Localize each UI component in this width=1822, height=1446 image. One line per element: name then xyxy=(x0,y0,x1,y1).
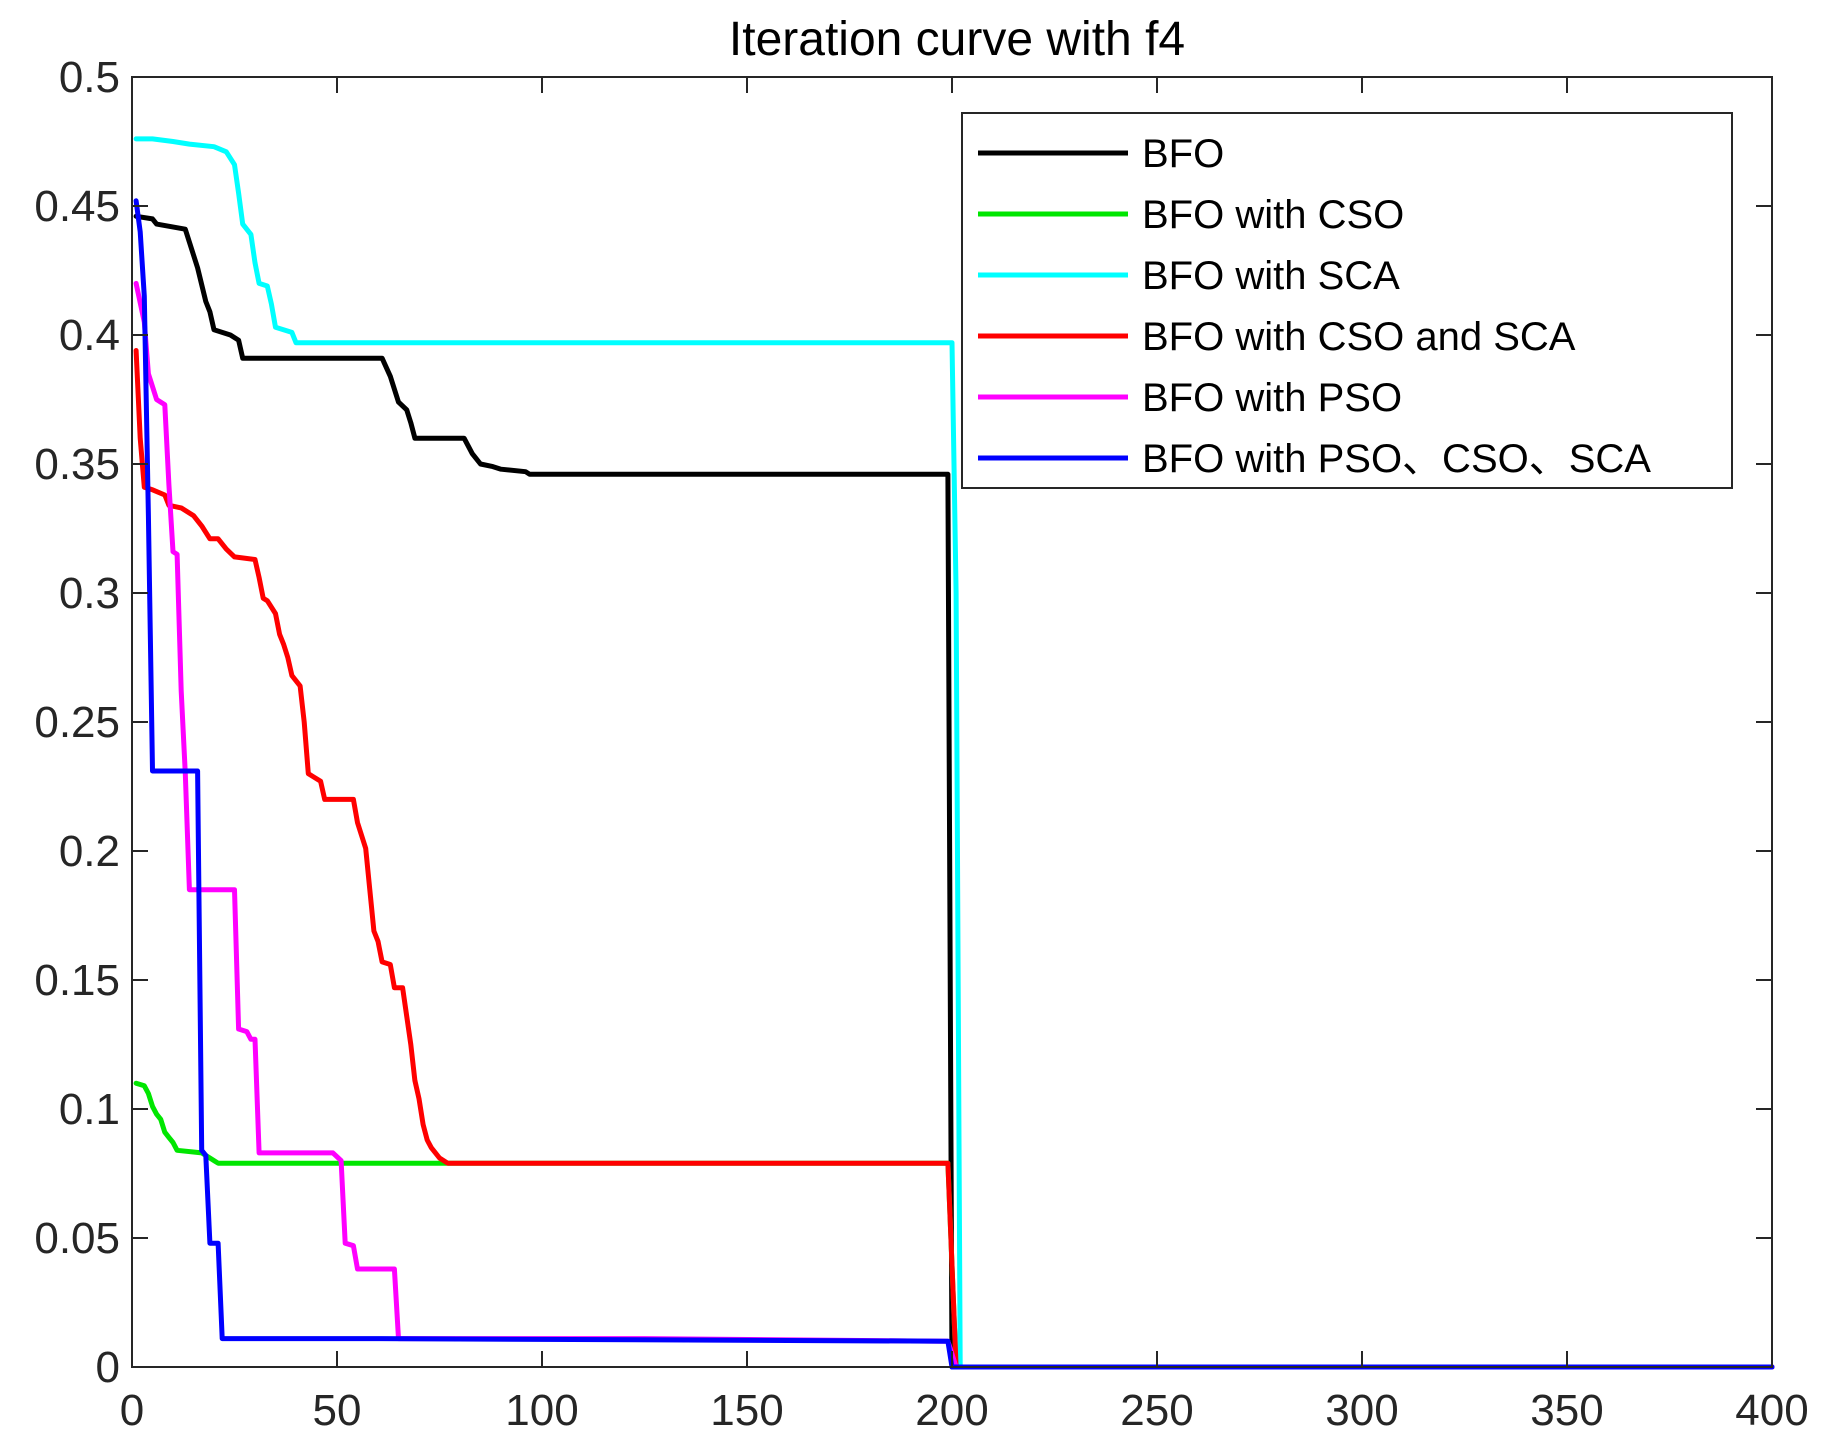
legend-entry-1: BFO with CSO xyxy=(1142,193,1404,237)
series-layer xyxy=(133,136,1775,1370)
legend-entry-2: BFO with SCA xyxy=(1142,254,1400,298)
y-tick-label: 0.5 xyxy=(59,53,120,102)
x-tick-label: 100 xyxy=(505,1386,578,1435)
x-axis-ticks: 0 50 100 150 200 250 300 350 400 xyxy=(120,77,1809,1435)
legend-box xyxy=(961,112,1733,489)
x-tick-label: 300 xyxy=(1325,1386,1398,1435)
series-line-3 xyxy=(133,348,1775,1370)
y-tick-label: 0.15 xyxy=(34,956,120,1005)
chart-title: Iteration curve with f4 xyxy=(729,13,1185,66)
legend: BFO BFO with CSO BFO with SCA BFO with CSO … xyxy=(961,112,1733,489)
y-tick-label: 0.05 xyxy=(34,1214,120,1263)
y-tick-label: 0.45 xyxy=(34,182,120,231)
x-tick-label: 0 xyxy=(120,1386,144,1435)
x-tick-label: 200 xyxy=(915,1386,988,1435)
legend-entry-4: BFO with PSO xyxy=(1142,376,1402,420)
x-tick-label: 400 xyxy=(1735,1386,1808,1435)
series-line-2 xyxy=(133,136,1775,1370)
y-tick-label: 0.1 xyxy=(59,1085,120,1134)
x-tick-label: 250 xyxy=(1120,1386,1193,1435)
legend-entry-5: BFO with PSO、CSO、SCA xyxy=(1142,437,1651,481)
x-tick-label: 350 xyxy=(1530,1386,1603,1435)
y-tick-label: 0.2 xyxy=(59,827,120,876)
x-tick-label: 150 xyxy=(710,1386,783,1435)
series-line-4 xyxy=(133,280,1775,1370)
y-tick-label: 0.3 xyxy=(59,569,120,618)
series-line-0 xyxy=(133,213,1775,1370)
y-axis-ticks: 0 0.05 0.1 0.15 0.2 0.25 0.3 0.35 0.4 0.45 0.5 xyxy=(34,53,1772,1392)
y-tick-label: 0.35 xyxy=(34,440,120,489)
y-tick-label: 0.25 xyxy=(34,698,120,747)
series-line-5 xyxy=(133,198,1775,1370)
legend-entry-3: BFO with CSO and SCA xyxy=(1142,315,1576,359)
x-tick-label: 50 xyxy=(313,1386,362,1435)
legend-entry-0: BFO xyxy=(1142,132,1224,176)
y-tick-label: 0.4 xyxy=(59,311,120,360)
y-tick-label: 0 xyxy=(96,1343,120,1392)
